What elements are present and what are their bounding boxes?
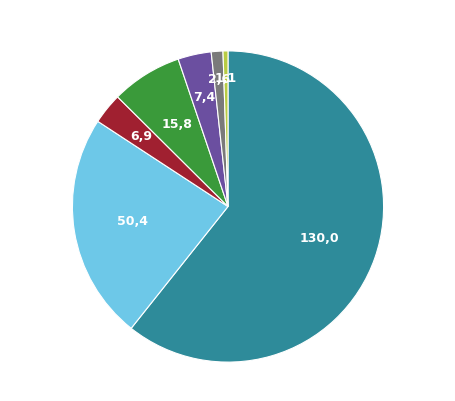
Wedge shape bbox=[178, 52, 228, 207]
Wedge shape bbox=[97, 97, 228, 207]
Wedge shape bbox=[222, 51, 228, 207]
Text: 6,9: 6,9 bbox=[130, 130, 152, 142]
Wedge shape bbox=[211, 51, 228, 207]
Wedge shape bbox=[131, 51, 383, 362]
Text: 130,0: 130,0 bbox=[298, 232, 338, 245]
Text: 1,1: 1,1 bbox=[214, 73, 237, 85]
Wedge shape bbox=[72, 122, 227, 328]
Wedge shape bbox=[117, 59, 228, 207]
Text: 50,4: 50,4 bbox=[117, 215, 148, 229]
Text: 7,4: 7,4 bbox=[192, 91, 214, 103]
Text: 2,6: 2,6 bbox=[207, 73, 230, 86]
Text: 15,8: 15,8 bbox=[161, 118, 192, 131]
